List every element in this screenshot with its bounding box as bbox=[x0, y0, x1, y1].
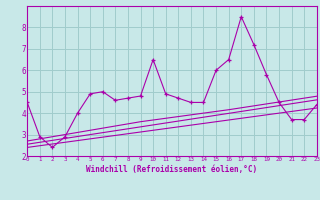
X-axis label: Windchill (Refroidissement éolien,°C): Windchill (Refroidissement éolien,°C) bbox=[86, 165, 258, 174]
